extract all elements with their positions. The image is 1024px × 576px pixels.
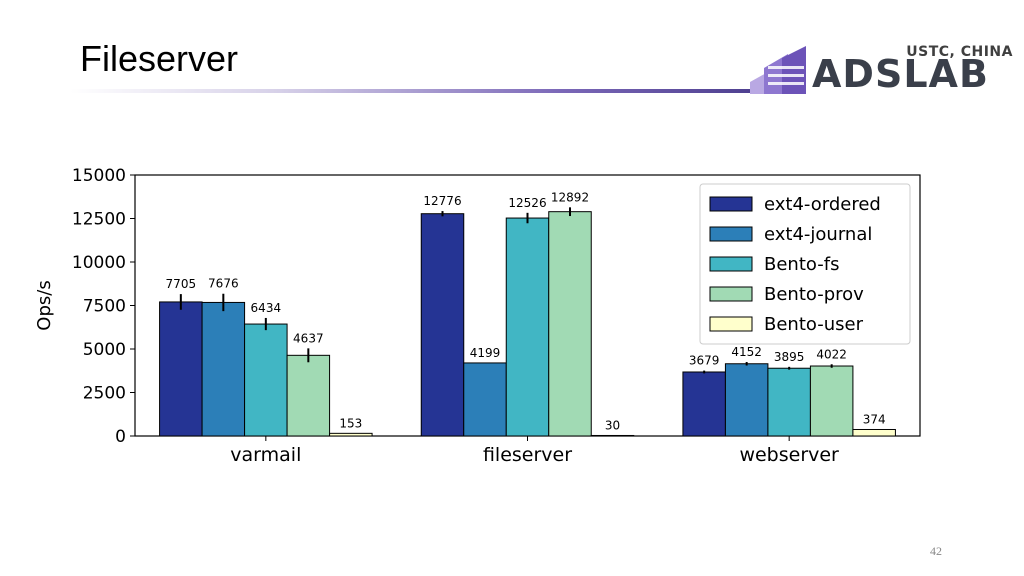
page-number: 42 bbox=[930, 544, 942, 558]
legend-label: Bento-fs bbox=[764, 254, 839, 275]
legend-box bbox=[699, 183, 911, 345]
bar-Bento-prov-fileserver bbox=[548, 211, 592, 437]
y-tick-label: 7500 bbox=[83, 297, 126, 317]
legend-label: ext4-ordered bbox=[764, 194, 881, 215]
bar-ext4-journal-fileserver bbox=[463, 362, 507, 437]
legend-swatch bbox=[709, 226, 753, 242]
bar-Bento-prov-webserver bbox=[809, 365, 854, 437]
y-axis-label: Ops/s bbox=[34, 280, 55, 330]
bar-Bento-fs-varmail bbox=[244, 323, 288, 437]
x-tick-label: webserver bbox=[739, 444, 839, 466]
bar-ext4-ordered-varmail bbox=[159, 301, 203, 437]
data-label: 4152 bbox=[731, 345, 762, 359]
bar-ext4-journal-varmail bbox=[201, 301, 246, 437]
data-label: 374 bbox=[863, 412, 886, 426]
legend-swatch bbox=[709, 196, 753, 212]
bar-ext4-ordered-fileserver bbox=[420, 213, 465, 437]
data-label: 6434 bbox=[251, 301, 282, 315]
bar-ext4-ordered-webserver bbox=[682, 371, 726, 437]
data-label: 4022 bbox=[816, 347, 847, 361]
ops-bar-chart: 0 2500 5000 7500 10000 12500 15000 Ops/s 7705 767… bbox=[34, 166, 921, 466]
bar-Bento-prov-varmail bbox=[286, 354, 331, 437]
data-label: 3679 bbox=[689, 354, 720, 368]
data-label: 30 bbox=[605, 418, 620, 432]
legend-swatch bbox=[709, 286, 753, 302]
data-label: 4199 bbox=[470, 346, 501, 360]
x-tick-label: varmail bbox=[230, 444, 301, 466]
y-tick-label: 5000 bbox=[83, 340, 126, 360]
legend-swatch bbox=[709, 256, 753, 272]
legend-label: ext4-journal bbox=[764, 224, 872, 245]
logo-wordmark: ADSLAB bbox=[812, 52, 989, 96]
bar-Bento-user-fileserver bbox=[590, 434, 635, 437]
data-label: 7705 bbox=[166, 277, 197, 291]
legend-label: Bento-user bbox=[764, 314, 864, 335]
slide-title: Fileserver bbox=[80, 38, 239, 79]
data-label: 7676 bbox=[208, 277, 239, 291]
legend-swatch bbox=[709, 316, 753, 332]
legend-label: Bento-prov bbox=[764, 284, 864, 305]
data-label: 153 bbox=[339, 416, 362, 430]
title-underline bbox=[70, 89, 770, 93]
data-label: 4637 bbox=[293, 331, 324, 345]
y-tick-label: 15000 bbox=[72, 166, 126, 186]
y-tick-label: 10000 bbox=[72, 253, 126, 273]
x-tick-label: fileserver bbox=[483, 444, 572, 466]
y-tick-label: 0 bbox=[115, 427, 126, 447]
data-label: 3895 bbox=[774, 350, 805, 364]
bar-Bento-user-webserver bbox=[852, 428, 896, 437]
bar-Bento-fs-fileserver bbox=[505, 217, 550, 437]
data-label: 12776 bbox=[423, 194, 461, 208]
adslab-logo: USTC, CHINA ADSLAB bbox=[748, 44, 1013, 96]
data-label: 12526 bbox=[508, 196, 546, 210]
bar-Bento-fs-webserver bbox=[767, 367, 811, 437]
bar-ext4-journal-webserver bbox=[724, 363, 769, 437]
y-tick-label: 2500 bbox=[83, 384, 126, 404]
building-logo-icon bbox=[750, 46, 806, 94]
logo-subtitle: USTC, CHINA bbox=[906, 44, 1013, 60]
y-tick-label: 12500 bbox=[72, 210, 126, 230]
bar-Bento-user-varmail bbox=[329, 432, 373, 437]
data-label: 12892 bbox=[551, 190, 589, 204]
